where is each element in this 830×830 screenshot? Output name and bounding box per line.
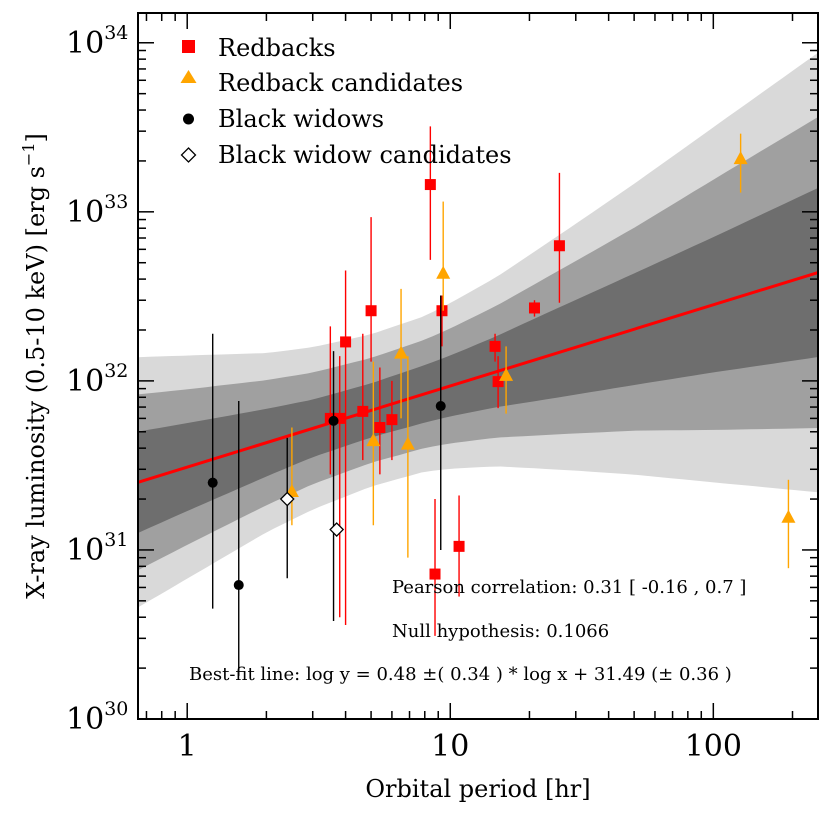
point-redback-candidates-2 (394, 345, 409, 359)
point-redbacks-7 (424, 179, 436, 191)
y-axis-label: X-ray luminosity (0.5-10 keV) [erg s−1] (19, 133, 50, 599)
x-tick-label-10: 10 (431, 729, 469, 764)
point-redback-candidates-7 (781, 509, 796, 523)
y-axis-label-exponent: −1 (19, 142, 38, 166)
y-tick-label-34: 1034 (66, 22, 128, 61)
point-redbacks-13 (528, 302, 540, 314)
y-tick-exponent: 32 (104, 360, 128, 382)
legend-marker-redbacks (182, 40, 195, 53)
y-tick-base: 10 (66, 364, 104, 399)
x-tick-label-1: 1 (178, 729, 197, 764)
legend: Redbacks Redback candidates Black widows… (180, 34, 512, 169)
y-tick-label-33: 1033 (66, 191, 128, 230)
y-tick-base: 10 (66, 533, 104, 568)
y-tick-base: 10 (66, 26, 104, 61)
legend-marker-black-widow-candidates (180, 147, 197, 163)
point-black-widow-candidates-0 (279, 491, 295, 507)
point-redbacks-4 (365, 305, 377, 317)
point-redback-candidates-6 (733, 151, 748, 165)
y-axis-label-close: ] (22, 133, 50, 142)
y-axis-label-text: X-ray luminosity (0.5-10 keV) [erg s (22, 166, 50, 599)
confidence-band-sigma1 (138, 188, 818, 533)
point-redbacks-1 (334, 412, 346, 424)
point-redbacks-9 (436, 305, 448, 317)
best-fit-annotation: Best-fit line: log y = 0.48 ±( 0.34 ) * … (189, 664, 732, 685)
point-black-widows-3 (435, 401, 446, 412)
legend-marker-black-widows (183, 113, 194, 125)
point-redbacks-3 (357, 405, 369, 417)
y-tick-exponent: 31 (104, 529, 128, 551)
point-redbacks-12 (492, 376, 504, 388)
pearson-annotation: Pearson correlation: 0.31 [ -0.16 , 0.7 … (392, 577, 746, 598)
point-redback-candidates-4 (436, 265, 451, 279)
point-redback-candidates-1 (366, 433, 381, 447)
y-tick-label-32: 1032 (66, 360, 128, 399)
y-tick-base: 10 (66, 195, 104, 230)
legend-label-black-widows: Black widows (218, 105, 384, 133)
point-redbacks-2 (340, 336, 352, 348)
axis-ticks (138, 13, 818, 720)
x-tick-label-100: 100 (685, 729, 742, 764)
y-tick-label-31: 1031 (66, 529, 128, 568)
best-fit-line (138, 271, 818, 484)
y-tick-exponent: 33 (104, 191, 128, 213)
legend-label-redback-candidates: Redback candidates (218, 69, 463, 97)
x-axis-label: Orbital period [hr] (365, 775, 590, 803)
legend-marker-redback-candidates (180, 70, 197, 83)
y-tick-label-30: 1030 (66, 698, 128, 737)
best-fit-line-group (138, 271, 818, 484)
point-redbacks-11 (489, 340, 501, 352)
null-hypothesis-annotation: Null hypothesis: 0.1066 (392, 621, 609, 642)
y-tick-exponent: 30 (104, 698, 128, 720)
point-redbacks-10 (453, 540, 465, 552)
point-black-widows-2 (328, 415, 339, 426)
point-redbacks-8 (429, 568, 441, 580)
point-redbacks-5 (374, 421, 386, 433)
point-black-widows-0 (207, 477, 218, 488)
x-tick-labels: 1 10 100 (178, 729, 742, 764)
plot-frame (137, 12, 819, 720)
point-redback-candidates-3 (400, 436, 415, 450)
y-tick-base: 10 (66, 702, 104, 737)
legend-label-black-widow-candidates: Black widow candidates (218, 141, 512, 169)
point-black-widow-candidates-1 (329, 522, 345, 537)
point-black-widows-1 (233, 580, 244, 591)
legend-label-redbacks: Redbacks (218, 34, 336, 62)
point-redback-candidates-5 (499, 367, 514, 381)
confidence-bands (138, 52, 818, 608)
y-tick-exponent: 34 (104, 22, 128, 44)
point-redbacks-6 (386, 414, 398, 426)
point-redbacks-14 (553, 240, 565, 252)
data-points (207, 126, 796, 676)
